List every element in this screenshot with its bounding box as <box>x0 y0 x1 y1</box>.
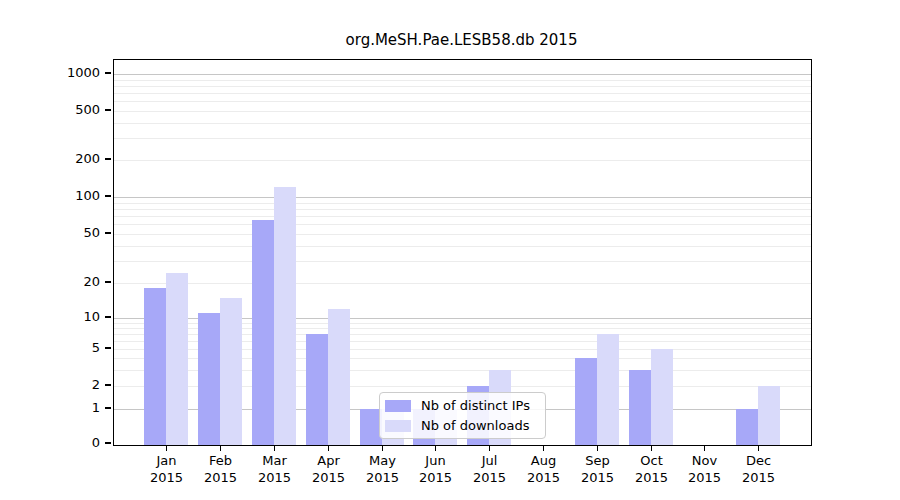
bar-apr-2015-distinct-ips <box>306 334 328 445</box>
x-axis-tick-mark <box>382 445 384 451</box>
y-axis-tick-label: 20 <box>30 273 100 291</box>
y-axis-tick-mark <box>105 347 111 349</box>
y-axis-tick-label: 500 <box>30 101 100 119</box>
figure: org.MeSH.Pae.LESB58.db 2015 Nb of distin… <box>0 0 900 500</box>
x-axis-tick-mark <box>220 445 222 451</box>
y-axis-tick-label: 5 <box>30 339 100 357</box>
legend-label-downloads: Nb of downloads <box>421 418 529 433</box>
x-axis-tick-mark <box>274 445 276 451</box>
bar-oct-2015-downloads <box>651 349 673 445</box>
legend-label-distinct-ips: Nb of distinct IPs <box>421 398 530 413</box>
y-axis-tick-label: 100 <box>30 187 100 205</box>
bar-mar-2015-downloads <box>274 187 296 445</box>
bar-dec-2015-downloads <box>758 386 780 445</box>
x-axis-tick-mark <box>597 445 599 451</box>
bar-jan-2015-distinct-ips <box>144 288 166 445</box>
bar-apr-2015-downloads <box>328 309 350 445</box>
y-axis-tick-mark <box>105 158 111 160</box>
y-axis-tick-mark <box>105 72 111 74</box>
minor-gridline <box>114 86 811 87</box>
x-axis-tick-mark <box>704 445 706 451</box>
minor-gridline <box>114 138 811 139</box>
bar-mar-2015-distinct-ips <box>252 220 274 445</box>
bar-jan-2015-downloads <box>166 273 188 445</box>
y-axis-tick-label: 50 <box>30 224 100 242</box>
bar-sep-2015-downloads <box>597 334 619 445</box>
legend-swatch-downloads <box>385 420 411 432</box>
x-axis-tick-mark <box>166 445 168 451</box>
x-axis-tick-mark <box>543 445 545 451</box>
y-axis-tick-mark <box>105 442 111 444</box>
minor-gridline <box>114 209 811 210</box>
minor-gridline <box>114 216 811 217</box>
x-axis-tick-mark <box>489 445 491 451</box>
minor-gridline <box>114 123 811 124</box>
x-axis-tick-mark <box>435 445 437 451</box>
y-axis-tick-label: 0 <box>30 434 100 452</box>
y-axis-tick-mark <box>105 407 111 409</box>
minor-gridline <box>114 234 811 235</box>
y-axis-tick-label: 1000 <box>30 64 100 82</box>
legend-item-distinct-ips: Nb of distinct IPs <box>385 398 537 413</box>
plot-area: Nb of distinct IPs Nb of downloads <box>113 59 812 446</box>
major-gridline <box>114 197 811 198</box>
minor-gridline <box>114 160 811 161</box>
bar-feb-2015-downloads <box>220 298 242 445</box>
bar-oct-2015-distinct-ips <box>629 370 651 445</box>
bar-feb-2015-distinct-ips <box>198 313 220 445</box>
y-axis-tick-mark <box>105 281 111 283</box>
minor-gridline <box>114 80 811 81</box>
x-axis-tick-mark <box>651 445 653 451</box>
minor-gridline <box>114 261 811 262</box>
bar-sep-2015-distinct-ips <box>575 358 597 445</box>
legend-swatch-distinct-ips <box>385 400 411 412</box>
minor-gridline <box>114 93 811 94</box>
major-gridline <box>114 74 811 75</box>
minor-gridline <box>114 283 811 284</box>
y-axis-tick-label: 2 <box>30 376 100 394</box>
y-axis-tick-mark <box>105 109 111 111</box>
minor-gridline <box>114 203 811 204</box>
y-axis-tick-mark <box>105 232 111 234</box>
minor-gridline <box>114 224 811 225</box>
minor-gridline <box>114 246 811 247</box>
minor-gridline <box>114 111 811 112</box>
x-axis-tick-mark <box>328 445 330 451</box>
legend-item-downloads: Nb of downloads <box>385 418 537 433</box>
y-axis-tick-label: 10 <box>30 308 100 326</box>
chart-title: org.MeSH.Pae.LESB58.db 2015 <box>113 31 810 49</box>
y-axis-tick-label: 1 <box>30 399 100 417</box>
minor-gridline <box>114 101 811 102</box>
legend: Nb of distinct IPs Nb of downloads <box>379 392 546 439</box>
y-axis-tick-mark <box>105 195 111 197</box>
x-axis-tick-mark <box>758 445 760 451</box>
bar-dec-2015-distinct-ips <box>736 409 758 445</box>
y-axis-tick-mark <box>105 384 111 386</box>
x-axis-tick-label: Dec2015 <box>719 452 799 486</box>
y-axis-tick-mark <box>105 316 111 318</box>
y-axis-tick-label: 200 <box>30 150 100 168</box>
